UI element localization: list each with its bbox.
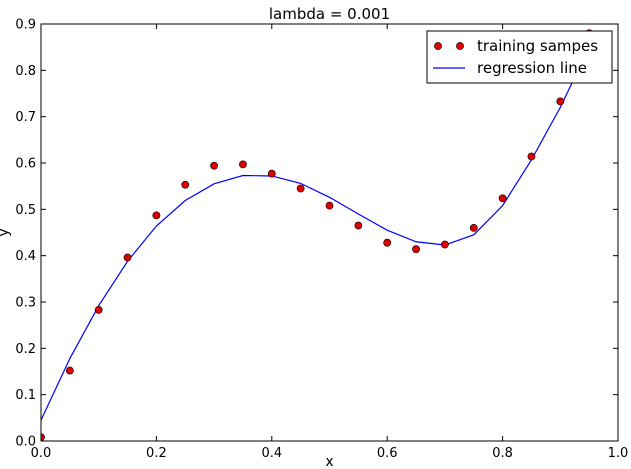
training-sample-point [65, 366, 74, 375]
training-sample-point [210, 161, 218, 170]
y-tick-label: 0.5 [15, 203, 36, 218]
training-sample-point [267, 169, 276, 178]
x-axis-title: x [325, 454, 333, 469]
y-tick-label: 0.6 [15, 157, 36, 172]
y-tick-label: 0.4 [15, 249, 36, 264]
chart-title: lambda = 0.001 [269, 5, 390, 23]
training-sample-point [469, 223, 478, 232]
legend-box [426, 30, 613, 84]
x-tick-label: 0.2 [146, 446, 167, 461]
regression-line [41, 46, 590, 421]
y-tick-label: 0.8 [15, 64, 36, 79]
x-tick-label: 0.6 [377, 446, 398, 461]
x-tick-label: 0.4 [261, 446, 282, 461]
training-sample-point [152, 211, 161, 220]
training-sample-point [94, 305, 103, 314]
training-sample-point [383, 238, 392, 247]
y-tick-label: 0.2 [15, 342, 36, 357]
y-tick-label: 0.3 [15, 296, 36, 311]
plot-frame [40, 23, 619, 442]
training-sample-point [296, 184, 305, 193]
training-sample-point [181, 180, 190, 189]
x-tick-label: 0.8 [492, 446, 513, 461]
legend: training sampes regression line [426, 30, 613, 84]
y-tick-label: 0.1 [15, 388, 36, 403]
y-tick-label: 0.0 [15, 435, 36, 450]
legend-marker-training-samples [434, 42, 442, 50]
y-axis-title: y [0, 228, 12, 236]
legend-marker-training-samples [456, 42, 464, 50]
legend-label-training-samples: training sampes [477, 37, 598, 55]
x-tick-label: 1.0 [608, 446, 629, 461]
training-sample-point [527, 152, 536, 161]
training-sample-point [440, 240, 449, 249]
training-sample-point [123, 253, 132, 262]
y-tick-label: 0.9 [15, 18, 36, 33]
y-tick-label: 0.7 [15, 110, 36, 125]
training-sample-point [354, 221, 363, 230]
plot-area [41, 29, 594, 441]
training-sample-point [498, 194, 507, 203]
training-sample-point [412, 245, 420, 254]
training-sample-point [239, 160, 247, 169]
training-sample-point [556, 97, 565, 106]
training-sample-point [325, 201, 334, 210]
axes: 0.0 0.2 0.4 0.6 0.8 1.0 0.0 0.1 0.2 0.3 0.4 0.5 0.6 0… [15, 18, 628, 462]
legend-label-regression-line: regression line [477, 59, 587, 77]
x-tick-label: 0.0 [31, 446, 52, 461]
